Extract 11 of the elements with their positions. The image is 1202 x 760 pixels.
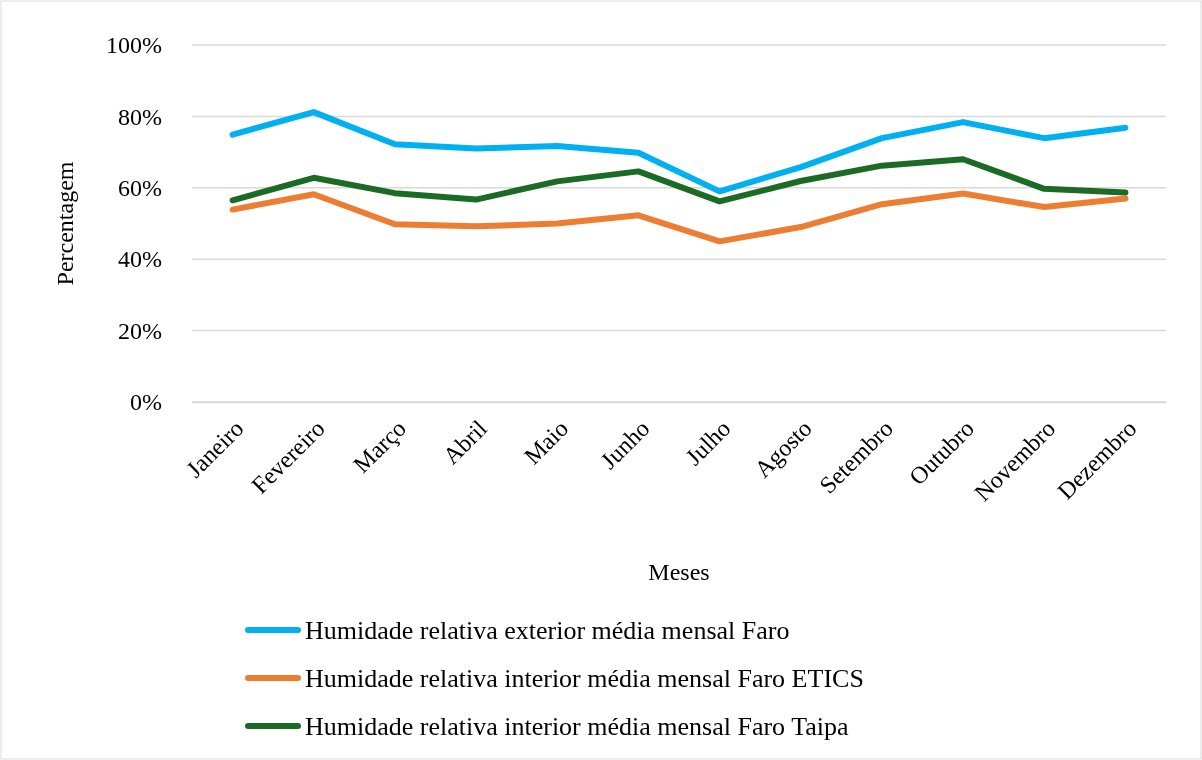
legend-label: Humidade relativa exterior média mensal Faro <box>305 616 790 645</box>
legend-label: Humidade relativa interior média mensal Faro ETICS <box>305 664 864 693</box>
y-tick-label: 60% <box>118 174 162 201</box>
y-tick-label: 40% <box>118 246 162 273</box>
y-tick-label: 80% <box>118 103 162 130</box>
x-axis-title: Meses <box>648 559 710 585</box>
y-tick-label: 20% <box>118 317 162 344</box>
y-axis-title: Percentagem <box>52 161 78 286</box>
legend-label: Humidade relativa interior média mensal Faro Taipa <box>305 712 849 741</box>
y-tick-label: 0% <box>130 389 162 416</box>
y-tick-label: 100% <box>106 32 162 59</box>
